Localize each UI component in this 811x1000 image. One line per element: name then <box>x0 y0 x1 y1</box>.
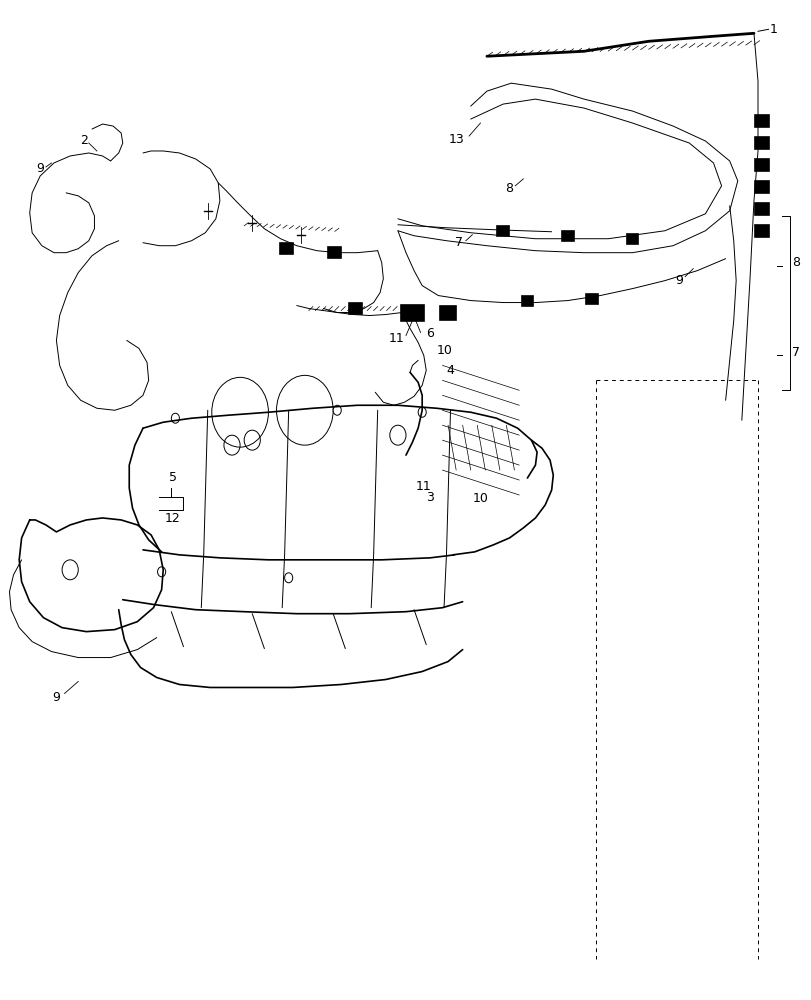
Text: 4: 4 <box>446 364 454 377</box>
Text: 13: 13 <box>448 133 463 146</box>
Circle shape <box>157 567 165 577</box>
Text: 7: 7 <box>791 346 799 359</box>
Circle shape <box>418 407 426 417</box>
Bar <box>440 306 456 320</box>
Circle shape <box>244 430 260 450</box>
Text: 8: 8 <box>505 182 513 195</box>
Bar <box>521 296 532 306</box>
Text: 9: 9 <box>36 162 44 175</box>
Bar <box>754 225 768 237</box>
Circle shape <box>285 573 292 583</box>
Text: 2: 2 <box>80 134 88 147</box>
Circle shape <box>171 413 179 423</box>
Text: 10: 10 <box>472 492 487 505</box>
Text: 6: 6 <box>426 327 434 340</box>
Bar <box>626 234 637 244</box>
Text: 3: 3 <box>426 491 434 504</box>
Text: 9: 9 <box>675 274 683 287</box>
Bar <box>280 243 292 254</box>
Text: 1: 1 <box>769 23 777 36</box>
Bar <box>754 137 768 149</box>
Bar <box>754 159 768 171</box>
Text: 12: 12 <box>165 512 181 525</box>
Bar <box>586 294 597 304</box>
Text: 7: 7 <box>454 236 462 249</box>
Text: 10: 10 <box>436 344 453 357</box>
Bar <box>349 303 362 314</box>
Bar <box>497 226 508 236</box>
Text: 9: 9 <box>53 691 60 704</box>
Bar <box>328 247 341 258</box>
Circle shape <box>62 560 78 580</box>
Bar <box>561 231 573 241</box>
Text: 8: 8 <box>791 256 799 269</box>
Circle shape <box>389 425 406 445</box>
Bar <box>754 115 768 127</box>
Circle shape <box>333 405 341 415</box>
Bar <box>401 305 423 321</box>
Circle shape <box>224 435 240 455</box>
Text: 11: 11 <box>388 332 404 345</box>
Text: 11: 11 <box>415 480 431 493</box>
Text: 5: 5 <box>169 471 177 484</box>
Bar <box>754 181 768 193</box>
Bar <box>754 203 768 215</box>
